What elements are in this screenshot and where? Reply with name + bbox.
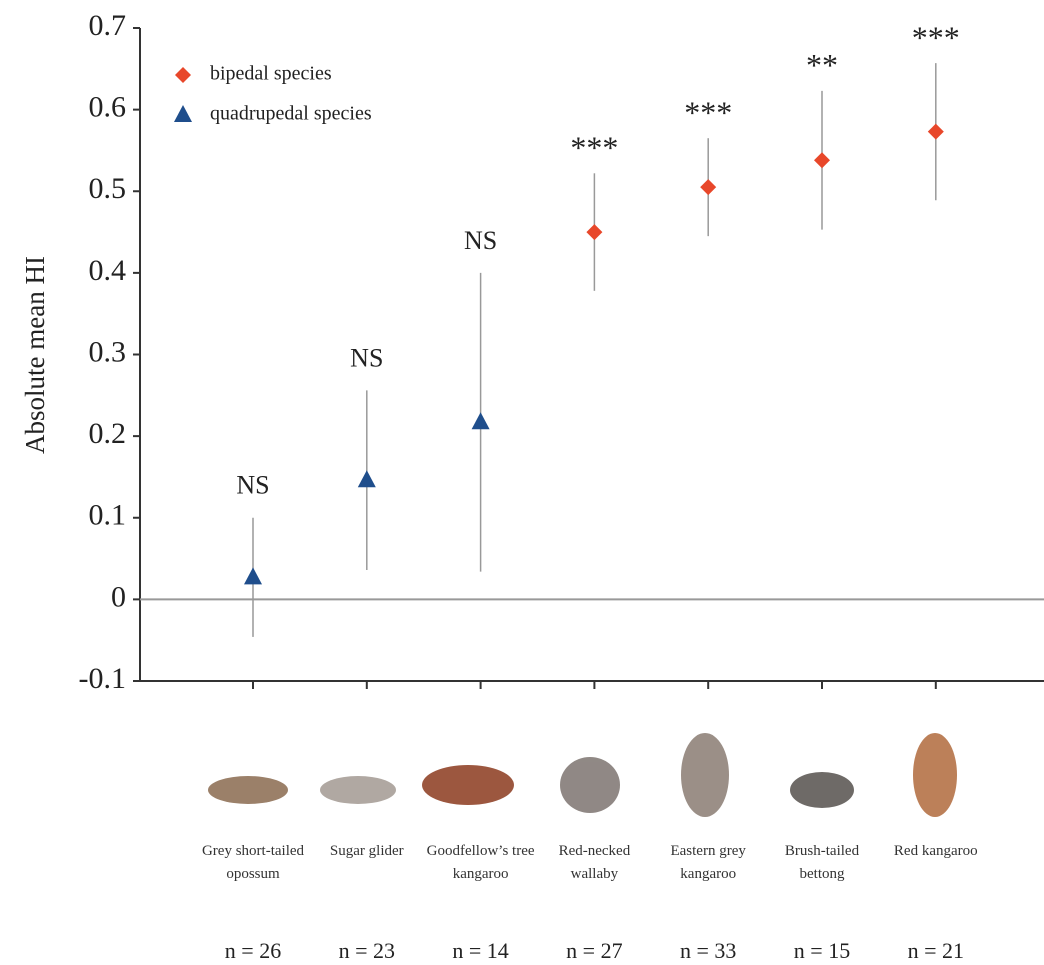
page: Absolute mean HI -0.1 0 0.1 0.2 0.3 0.4 0.5 0.6… bbox=[0, 0, 1044, 965]
significance-label: NS bbox=[464, 226, 497, 255]
sample-size-label: n = 26 bbox=[197, 938, 309, 964]
point bbox=[586, 224, 602, 240]
legend-marker bbox=[174, 105, 192, 122]
significance-label: *** bbox=[684, 95, 732, 131]
animal-pictures bbox=[208, 733, 957, 817]
category-label: Goodfellow’s tree kangaroo bbox=[425, 840, 537, 886]
category-label: Brush-tailed bettong bbox=[766, 840, 878, 886]
chart: Absolute mean HI -0.1 0 0.1 0.2 0.3 0.4 0.5 0.6… bbox=[0, 0, 1044, 965]
significance-label: *** bbox=[912, 19, 960, 55]
category-label: Eastern grey kangaroo bbox=[652, 840, 764, 886]
sample-size-label: n = 15 bbox=[766, 938, 878, 964]
significance-label: NS bbox=[350, 343, 383, 372]
category-label: Red-necked wallaby bbox=[538, 840, 650, 886]
sample-size-label: n = 27 bbox=[538, 938, 650, 964]
legend-label: bipedal species bbox=[210, 63, 332, 85]
point bbox=[814, 152, 830, 168]
y-tick-label: 0.5 bbox=[89, 172, 127, 205]
point bbox=[700, 179, 716, 195]
point bbox=[244, 567, 262, 584]
y-tick-label: 0 bbox=[111, 580, 126, 613]
legend-marker bbox=[175, 67, 191, 83]
category-label: Sugar glider bbox=[311, 840, 423, 863]
point bbox=[358, 470, 376, 487]
category-label: Red kangaroo bbox=[880, 840, 992, 863]
y-tick-label: 0.1 bbox=[89, 499, 127, 532]
point bbox=[928, 124, 944, 140]
sample-size-label: n = 23 bbox=[311, 938, 423, 964]
sample-size-label: n = 21 bbox=[880, 938, 992, 964]
y-tick-label: 0.7 bbox=[89, 9, 127, 42]
y-tick-label: -0.1 bbox=[79, 662, 127, 695]
significance-label: ** bbox=[806, 47, 838, 83]
sample-size-label: n = 14 bbox=[425, 938, 537, 964]
legend-label: quadrupedal species bbox=[210, 103, 372, 125]
y-tick-label: 0.4 bbox=[89, 254, 127, 287]
y-tick-label: 0.2 bbox=[89, 417, 127, 450]
y-tick-label: 0.6 bbox=[89, 91, 127, 124]
significance-label: NS bbox=[236, 471, 269, 500]
category-label: Grey short-tailed opossum bbox=[197, 840, 309, 886]
y-tick-label: 0.3 bbox=[89, 335, 127, 368]
y-axis-label: Absolute mean HI bbox=[20, 256, 50, 454]
sample-size-label: n = 33 bbox=[652, 938, 764, 964]
point bbox=[472, 412, 490, 429]
significance-label: *** bbox=[570, 130, 618, 166]
